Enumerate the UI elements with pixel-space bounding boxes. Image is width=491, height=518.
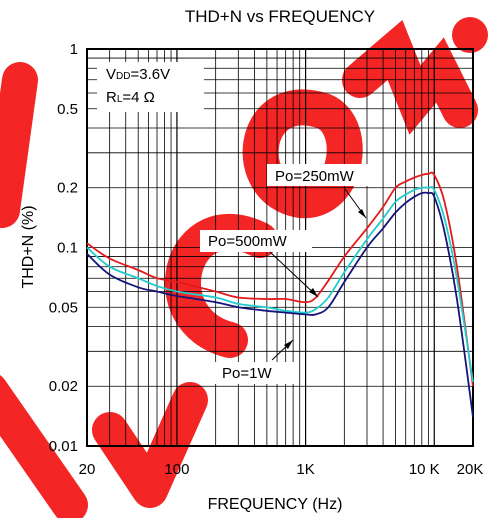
y-tick-label: 0.02 [49, 378, 78, 395]
series-line-2 [86, 186, 474, 383]
series-layer [86, 171, 474, 418]
condition-vdd-suffix: =3.6V [130, 66, 170, 83]
annotation-500mw-bg [200, 230, 312, 252]
condition-vdd-sub: DD [116, 71, 130, 82]
x-tick-label: 100 [164, 461, 189, 478]
annotation-1w: Po=1W [215, 339, 295, 384]
x-tick-label: 1K [296, 461, 314, 478]
y-tick-label: 1 [70, 41, 78, 58]
condition-rl-prefix: R [106, 89, 117, 106]
y-tick-labels: 1 0.5 0.2 0.1 0.05 0.02 0.01 [49, 41, 78, 455]
annotation-250mw: Po=250mW [267, 164, 379, 219]
annotation-500mw-arrowhead [309, 288, 318, 297]
x-tick-label: 10 K [409, 461, 440, 478]
series-line-1 [86, 171, 474, 387]
x-tick-labels: 20 100 1K 10 K 20K [79, 461, 484, 478]
y-tick-label: 0.01 [49, 438, 78, 455]
annotation-1w-arrowhead [284, 340, 293, 349]
annotation-250mw-arrowhead [358, 209, 366, 218]
condition-rl-sub: L [117, 94, 123, 105]
condition-rl-suffix: =4 Ω [122, 89, 154, 106]
conditions-box [97, 62, 204, 112]
annotation-250mw-bg [267, 164, 379, 186]
annotation-500mw-leader [269, 251, 319, 298]
condition-vdd: VDD=3.6V [106, 66, 170, 83]
watermark [0, 17, 488, 518]
annotation-1w-bg [215, 362, 295, 384]
condition-rl: RL=4 Ω [106, 89, 155, 106]
x-tick-label: 20 [79, 461, 96, 478]
annotation-250mw-text: Po=250mW [275, 168, 355, 185]
y-tick-label: 0.1 [57, 240, 78, 257]
y-tick-label: 0.2 [57, 180, 78, 197]
annotation-500mw-text: Po=500mW [208, 233, 288, 250]
annotation-1w-text: Po=1W [222, 365, 272, 382]
series-line-3 [86, 191, 474, 418]
x-tick-label: 20K [457, 461, 484, 478]
annotation-500mw: Po=500mW [200, 230, 319, 298]
chart-title: THD+N vs FREQUENCY [185, 7, 375, 26]
y-axis-label: THD+N (%) [20, 205, 37, 288]
y-tick-label: 0.05 [49, 299, 78, 316]
y-tick-label: 0.5 [57, 101, 78, 118]
condition-vdd-prefix: V [106, 66, 116, 83]
x-axis-label: FREQUENCY (Hz) [208, 496, 343, 513]
